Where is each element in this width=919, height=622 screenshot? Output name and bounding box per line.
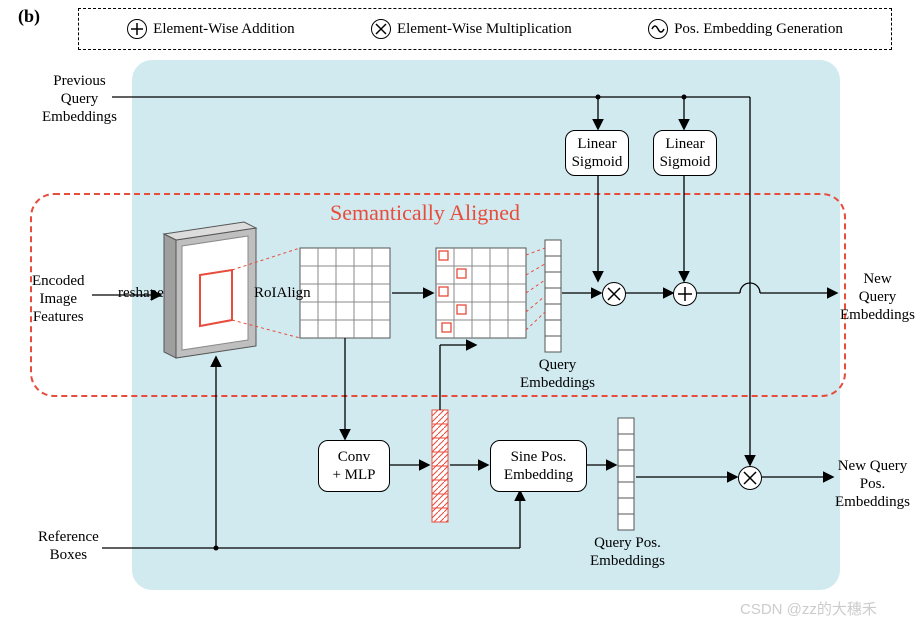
linear-sigmoid-1: Linear Sigmoid <box>565 130 629 176</box>
add-node <box>673 282 697 306</box>
watermark: CSDN @zz的大穗禾 <box>740 598 877 619</box>
mul-node-2 <box>738 466 762 490</box>
grid-sampled <box>436 248 526 338</box>
diagram-svg <box>0 0 919 622</box>
feature-slab <box>164 222 256 358</box>
roialign-label: RoIAlign <box>254 284 311 302</box>
query-pos-embeddings-stack <box>618 418 634 530</box>
grid-roialign <box>300 248 390 338</box>
conv-mlp-block: Conv + MLP <box>318 440 390 492</box>
query-pos-embeddings-label: Query Pos. Embeddings <box>590 534 665 570</box>
linear-sigmoid-2: Linear Sigmoid <box>653 130 717 176</box>
query-embeddings-stack <box>545 240 561 352</box>
offset-column <box>432 410 448 522</box>
reshape-label: reshape <box>118 284 164 302</box>
sine-pos-block: Sine Pos. Embedding <box>490 440 587 492</box>
query-embeddings-label: Query Embeddings <box>520 356 595 392</box>
mul-node-1 <box>602 282 626 306</box>
